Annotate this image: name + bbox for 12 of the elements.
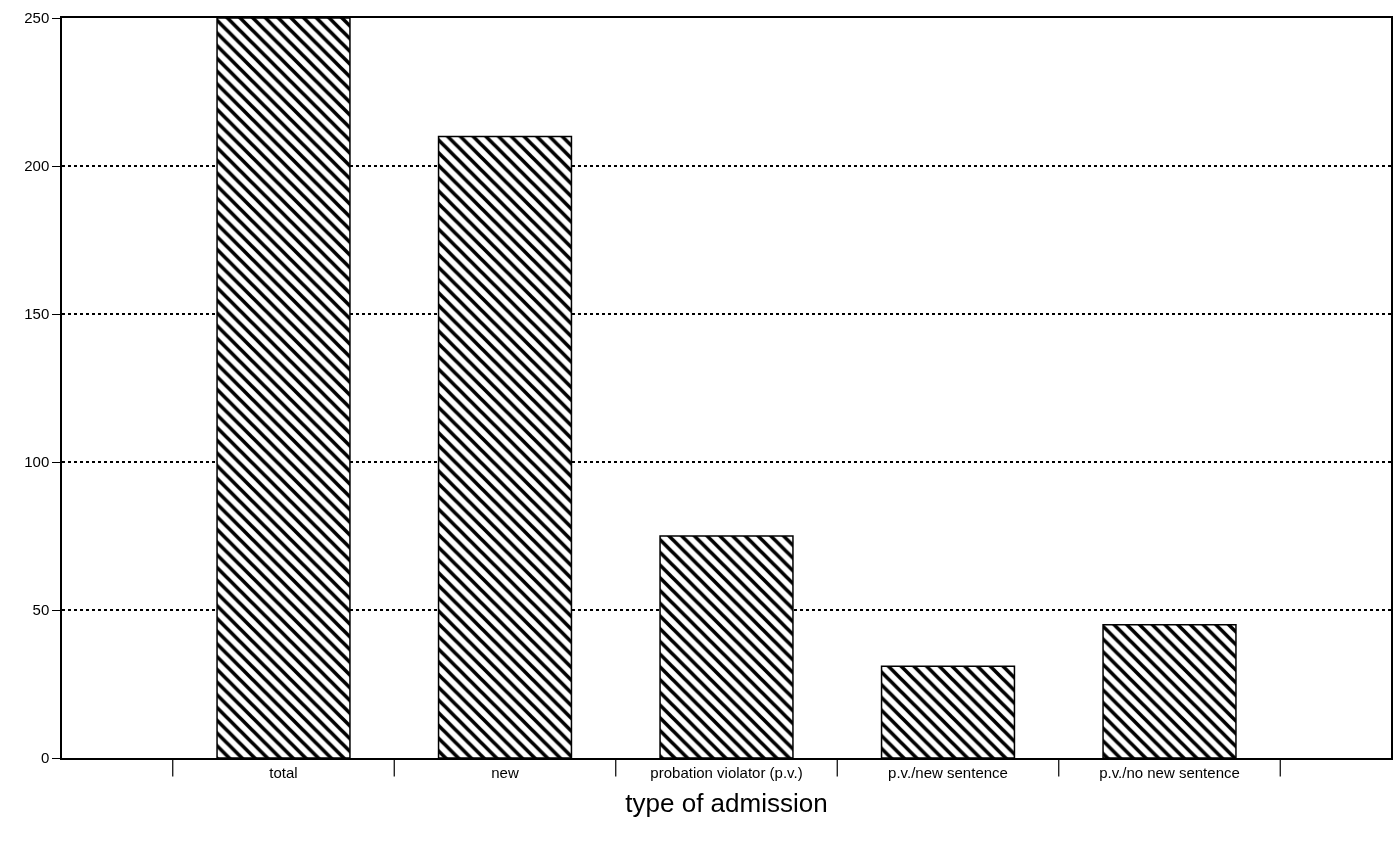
x-tick-label: probation violator (p.v.): [650, 763, 803, 781]
y-tick-label: 50: [32, 601, 50, 619]
x-tick-label: p.v./no new sentence: [1099, 763, 1240, 781]
y-tick-label: 0: [40, 749, 50, 767]
y-tick-label: 100: [24, 453, 50, 471]
x-axis-title: type of admission: [625, 787, 828, 818]
x-tick-label: total: [269, 763, 298, 781]
y-tick-label: 250: [24, 9, 50, 27]
x-tick-label: p.v./new sentence: [888, 763, 1008, 781]
x-tick-label: new: [491, 763, 519, 781]
y-tick-label: 200: [24, 157, 50, 175]
y-tick-label: 150: [24, 305, 50, 323]
